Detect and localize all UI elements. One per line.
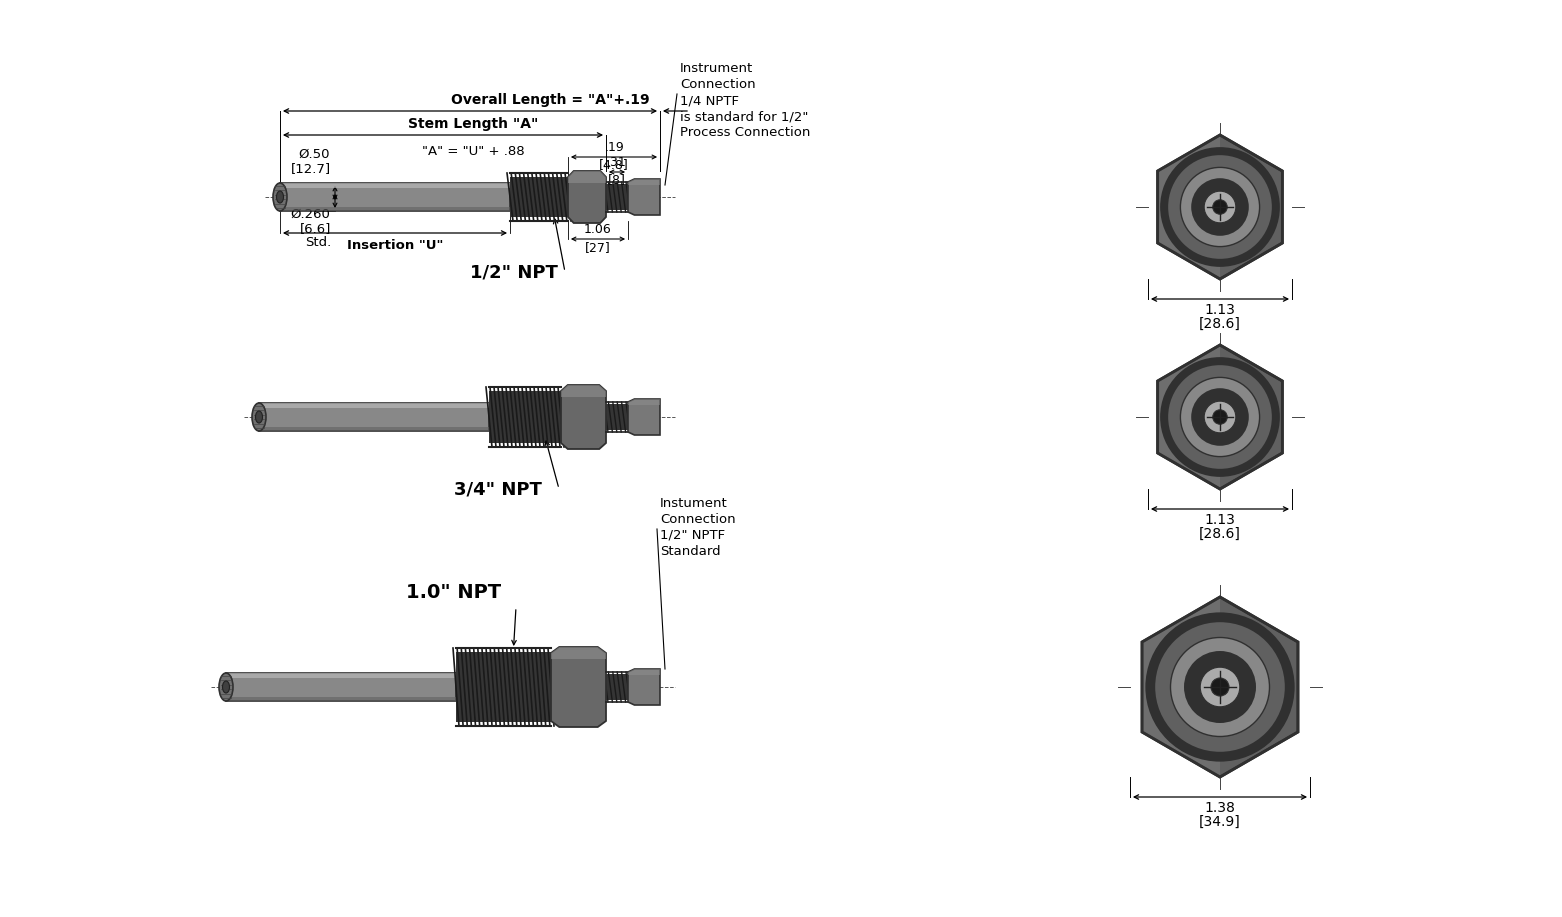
Polygon shape (226, 673, 456, 701)
Text: Instument: Instument (661, 497, 728, 510)
Text: Stem Length "A": Stem Length "A" (408, 117, 539, 131)
Text: Connection: Connection (679, 78, 756, 91)
Circle shape (1161, 148, 1279, 266)
Polygon shape (606, 184, 628, 210)
Text: .19: .19 (604, 141, 623, 154)
Text: [34.9]: [34.9] (1200, 815, 1240, 829)
Polygon shape (1157, 135, 1220, 279)
Text: 1/2" NPTF: 1/2" NPTF (661, 529, 725, 542)
Circle shape (1211, 678, 1229, 696)
Text: Ø.260: Ø.260 (291, 208, 330, 221)
Polygon shape (1157, 135, 1282, 279)
Text: 1.13: 1.13 (1204, 303, 1236, 317)
Polygon shape (226, 697, 456, 701)
Polygon shape (280, 183, 511, 188)
Circle shape (1147, 613, 1293, 761)
Polygon shape (561, 385, 606, 449)
Polygon shape (456, 652, 551, 722)
Circle shape (1204, 401, 1236, 433)
Polygon shape (628, 179, 661, 185)
Polygon shape (489, 391, 561, 443)
Ellipse shape (222, 681, 230, 693)
Circle shape (1212, 200, 1228, 215)
Text: [12.7]: [12.7] (291, 162, 331, 175)
Ellipse shape (273, 183, 287, 211)
Polygon shape (1142, 597, 1220, 777)
Polygon shape (280, 183, 511, 211)
Ellipse shape (276, 191, 283, 203)
Circle shape (1181, 378, 1259, 457)
Text: [28.6]: [28.6] (1200, 317, 1240, 331)
Text: [8]: [8] (608, 173, 626, 186)
Polygon shape (628, 669, 661, 675)
Circle shape (1156, 623, 1286, 752)
Polygon shape (628, 179, 661, 215)
Circle shape (1168, 155, 1271, 259)
Text: Process Connection: Process Connection (679, 126, 811, 139)
Ellipse shape (256, 411, 262, 423)
Text: [27]: [27] (586, 241, 611, 254)
Polygon shape (259, 403, 489, 408)
Circle shape (1192, 388, 1248, 446)
Polygon shape (551, 647, 606, 727)
Text: [4.8]: [4.8] (600, 158, 629, 171)
Text: [28.6]: [28.6] (1200, 527, 1240, 541)
Text: .31: .31 (608, 156, 626, 169)
Polygon shape (628, 399, 661, 435)
Text: 1.13: 1.13 (1204, 513, 1236, 527)
Text: Instrument: Instrument (679, 62, 753, 75)
Text: 1.0" NPT: 1.0" NPT (406, 582, 501, 602)
Polygon shape (561, 385, 606, 397)
Text: Overall Length = "A"+.19: Overall Length = "A"+.19 (451, 93, 650, 107)
Text: "A" = "U" + .88: "A" = "U" + .88 (422, 145, 525, 158)
Text: 3/4" NPT: 3/4" NPT (455, 480, 542, 498)
Polygon shape (1157, 345, 1282, 489)
Circle shape (1192, 178, 1248, 236)
Circle shape (1184, 651, 1256, 723)
Circle shape (1161, 358, 1279, 476)
Text: Std.: Std. (305, 236, 331, 249)
Polygon shape (1142, 597, 1298, 777)
Text: Standard: Standard (661, 545, 720, 558)
Text: 1.06: 1.06 (584, 223, 612, 236)
Text: [6.6]: [6.6] (300, 222, 331, 235)
Text: Connection: Connection (661, 513, 736, 526)
Polygon shape (569, 171, 606, 223)
Polygon shape (1157, 345, 1220, 489)
Text: 1/4 NPTF: 1/4 NPTF (679, 94, 739, 107)
Ellipse shape (251, 403, 266, 431)
Polygon shape (606, 674, 628, 700)
Circle shape (1204, 191, 1236, 223)
Text: Insertion "U": Insertion "U" (347, 239, 444, 252)
Text: is standard for 1/2": is standard for 1/2" (679, 110, 809, 123)
Polygon shape (259, 427, 489, 431)
Text: 1.38: 1.38 (1204, 801, 1236, 815)
Text: Ø.50: Ø.50 (298, 148, 330, 161)
Polygon shape (551, 647, 606, 659)
Text: 1/2" NPT: 1/2" NPT (470, 263, 558, 281)
Circle shape (1212, 410, 1228, 425)
Polygon shape (569, 171, 606, 183)
Polygon shape (511, 177, 569, 217)
Polygon shape (280, 207, 511, 211)
Polygon shape (259, 403, 489, 431)
Circle shape (1200, 668, 1240, 707)
Polygon shape (628, 669, 661, 705)
Circle shape (1170, 637, 1270, 736)
Polygon shape (226, 673, 456, 678)
Ellipse shape (219, 673, 233, 701)
Circle shape (1168, 365, 1271, 469)
Circle shape (1181, 168, 1259, 247)
Polygon shape (606, 404, 628, 430)
Polygon shape (628, 399, 661, 405)
